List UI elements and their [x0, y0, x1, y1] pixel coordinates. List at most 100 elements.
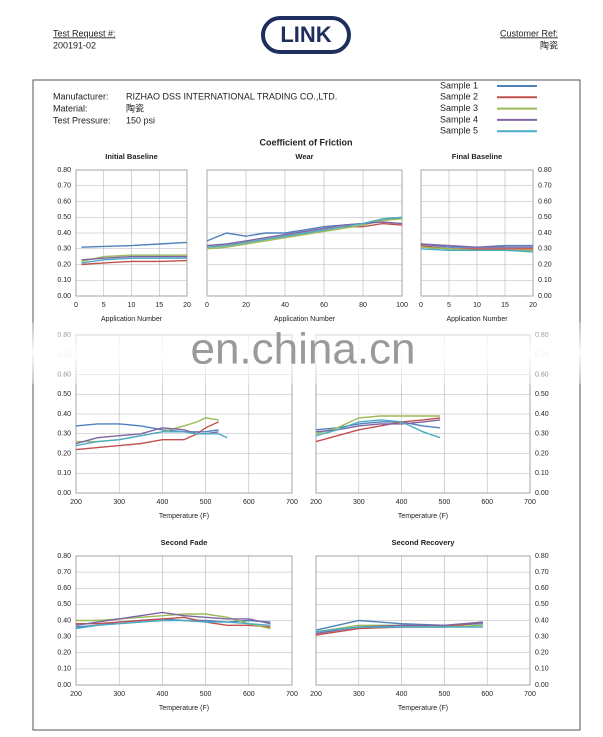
- series-line: [206, 216, 403, 248]
- y-tick-label: 0.40: [57, 617, 71, 624]
- x-tick-label: 600: [243, 691, 255, 698]
- info-label: Test Pressure:: [53, 115, 111, 125]
- y-tick-label: 0.20: [538, 261, 552, 268]
- x-tick-label: 300: [353, 499, 365, 506]
- x-tick-label: 600: [481, 499, 493, 506]
- x-tick-label: 100: [396, 302, 408, 309]
- y-tick-label: 0.20: [535, 650, 549, 657]
- y-tick-label: 0.30: [57, 633, 71, 640]
- series-line: [315, 417, 441, 443]
- x-axis-label: Temperature (F): [398, 513, 448, 520]
- x-tick-label: 500: [439, 499, 451, 506]
- x-tick-label: 40: [281, 302, 289, 309]
- series-line: [81, 259, 188, 266]
- y-tick-label: 0.70: [538, 183, 552, 190]
- y-tick-label: 0.70: [535, 569, 549, 576]
- x-tick-label: 500: [439, 691, 451, 698]
- x-tick-label: 80: [359, 302, 367, 309]
- x-tick-label: 20: [529, 302, 537, 309]
- x-tick-label: 10: [473, 302, 481, 309]
- y-tick-label: 0.50: [535, 601, 549, 608]
- series-line: [75, 431, 228, 447]
- y-tick-label: 0.60: [538, 198, 552, 205]
- series-line: [81, 257, 187, 264]
- legend-label: Sample 4: [440, 114, 478, 124]
- x-tick-label: 200: [70, 499, 82, 506]
- customer-ref-label: Customer Ref:: [500, 28, 558, 38]
- y-tick-label: 0.00: [57, 490, 71, 497]
- y-tick-label: 0.80: [535, 553, 549, 560]
- y-tick-label: 0.40: [538, 230, 552, 237]
- chart-title: Wear: [295, 152, 313, 161]
- watermark: en.china.cn: [190, 325, 415, 374]
- y-tick-label: 0.50: [535, 391, 549, 398]
- x-tick-label: 5: [447, 302, 451, 309]
- legend-label: Sample 5: [440, 126, 478, 136]
- watermark-band: [0, 322, 603, 384]
- x-tick-label: 5: [102, 302, 106, 309]
- y-tick-label: 0.30: [57, 431, 71, 438]
- legend-label: Sample 3: [440, 103, 478, 113]
- y-tick-label: 0.80: [57, 167, 71, 174]
- y-tick-label: 0.20: [57, 450, 71, 457]
- legend-label: Sample 2: [440, 92, 478, 102]
- x-tick-label: 400: [396, 691, 408, 698]
- logo: LINK: [280, 22, 331, 47]
- test-request-label: Test Request #:: [53, 28, 116, 38]
- report-frame: [32, 79, 581, 731]
- y-tick-label: 0.60: [57, 585, 71, 592]
- series-line: [81, 241, 188, 248]
- y-tick-label: 0.40: [535, 617, 549, 624]
- y-tick-label: 0.70: [57, 569, 71, 576]
- series-line: [315, 419, 441, 439]
- x-tick-label: 60: [320, 302, 328, 309]
- y-tick-label: 0.00: [57, 682, 71, 689]
- x-tick-label: 600: [481, 691, 493, 698]
- x-tick-label: 200: [310, 691, 322, 698]
- y-tick-label: 0.20: [57, 261, 71, 268]
- x-axis-label: Application Number: [446, 316, 508, 323]
- y-tick-label: 0.80: [57, 553, 71, 560]
- x-tick-label: 0: [419, 302, 423, 309]
- y-tick-label: 0.00: [535, 682, 549, 689]
- y-tick-label: 0.40: [57, 230, 71, 237]
- info-label: Manufacturer:: [53, 91, 109, 101]
- chart-title: Second Fade: [161, 538, 208, 547]
- y-tick-label: 0.20: [57, 650, 71, 657]
- series-line: [75, 618, 271, 628]
- y-tick-label: 0.30: [57, 246, 71, 253]
- y-tick-label: 0.10: [535, 666, 549, 673]
- x-tick-label: 20: [183, 302, 191, 309]
- y-tick-label: 0.10: [535, 470, 549, 477]
- x-tick-label: 300: [113, 691, 125, 698]
- series-line: [75, 611, 271, 626]
- y-tick-label: 0.10: [57, 666, 71, 673]
- x-axis-label: Temperature (F): [398, 705, 448, 712]
- y-tick-label: 0.60: [57, 198, 71, 205]
- x-tick-label: 300: [353, 691, 365, 698]
- y-tick-label: 0.30: [535, 633, 549, 640]
- x-tick-label: 300: [113, 499, 125, 506]
- y-tick-label: 0.30: [538, 246, 552, 253]
- x-tick-label: 0: [205, 302, 209, 309]
- y-tick-label: 0.10: [538, 277, 552, 284]
- legend-label: Sample 1: [440, 80, 478, 90]
- x-tick-label: 600: [243, 499, 255, 506]
- x-tick-label: 700: [524, 499, 536, 506]
- logo-frame: [261, 16, 351, 54]
- x-tick-label: 700: [524, 691, 536, 698]
- x-tick-label: 500: [200, 499, 212, 506]
- y-tick-label: 0.50: [57, 214, 71, 221]
- info-value: RIZHAO DSS INTERNATIONAL TRADING CO.,LTD…: [126, 91, 337, 101]
- series-line: [315, 626, 483, 633]
- y-tick-label: 0.10: [57, 470, 71, 477]
- y-tick-label: 0.60: [535, 585, 549, 592]
- x-tick-label: 0: [74, 302, 78, 309]
- customer-ref: 陶瓷: [540, 39, 558, 50]
- report-title: Coefficient of Friction: [260, 137, 353, 147]
- y-tick-label: 0.10: [57, 277, 71, 284]
- y-tick-label: 0.50: [538, 214, 552, 221]
- x-tick-label: 15: [501, 302, 509, 309]
